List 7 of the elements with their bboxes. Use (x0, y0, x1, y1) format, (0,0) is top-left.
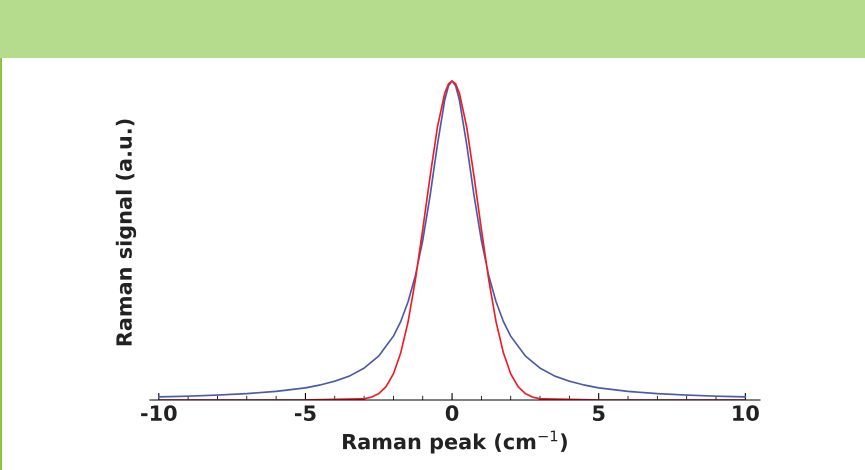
x-tick-label: 10 (733, 405, 759, 421)
x-axis-title: Raman peak (cm$^{−1}$) (343, 430, 567, 454)
x-tick-label: -10 (141, 405, 177, 421)
y-axis-title: Raman signal (a.u.) (116, 120, 136, 346)
x-tick-label: -5 (294, 406, 316, 421)
x-tick-label: 0 (446, 405, 458, 421)
x-tick-label: 5 (593, 406, 604, 421)
